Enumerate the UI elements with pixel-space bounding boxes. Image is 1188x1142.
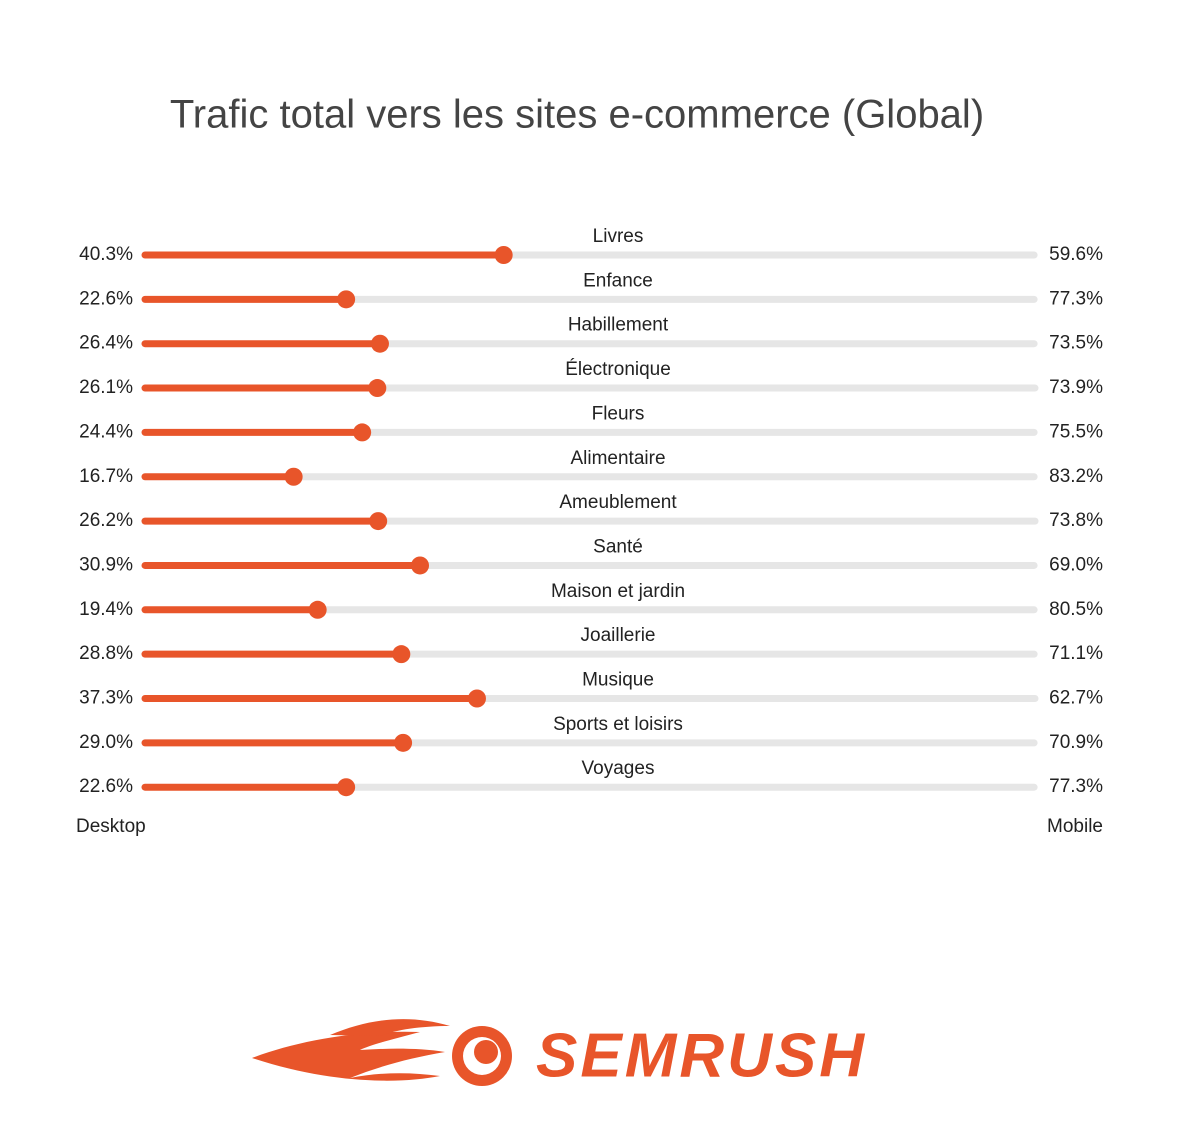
- desktop-value-label: 30.9%: [79, 554, 133, 575]
- category-label: Livres: [593, 226, 644, 247]
- desktop-dot: [494, 246, 513, 264]
- category-label: Sports et loisirs: [553, 714, 683, 735]
- desktop-value-label: 19.4%: [79, 599, 133, 620]
- category-label: Fleurs: [592, 403, 645, 424]
- legend-label: Mobile: [1047, 816, 1103, 837]
- mobile-value-label: 69.0%: [1049, 554, 1103, 575]
- category-label: Voyages: [582, 758, 655, 779]
- mobile-value-label: 71.1%: [1049, 643, 1103, 664]
- desktop-value-label: 28.8%: [79, 643, 133, 664]
- desktop-value-label: 26.2%: [79, 510, 133, 531]
- logo-ball: [474, 1040, 498, 1064]
- mobile-value-label: 77.3%: [1049, 776, 1103, 797]
- category-label: Habillement: [568, 315, 669, 336]
- mobile-value-label: 75.5%: [1049, 421, 1103, 442]
- category-label: Musique: [582, 670, 654, 691]
- desktop-dot: [369, 512, 388, 531]
- category-label: Joaillerie: [581, 625, 656, 646]
- desktop-dot: [353, 423, 372, 442]
- desktop-value-label: 26.4%: [79, 333, 133, 354]
- desktop-dot: [337, 778, 356, 797]
- legend-label: Desktop: [76, 816, 146, 837]
- desktop-dot: [370, 334, 389, 353]
- desktop-value-label: 24.4%: [79, 421, 133, 442]
- category-label: Électronique: [565, 359, 671, 380]
- desktop-dot: [284, 467, 303, 486]
- desktop-value-label: 26.1%: [79, 377, 133, 398]
- desktop-dot: [337, 290, 356, 309]
- desktop-dot: [308, 600, 327, 619]
- desktop-value-label: 37.3%: [79, 688, 133, 709]
- mobile-value-label: 73.9%: [1049, 377, 1103, 398]
- desktop-value-label: 16.7%: [79, 466, 133, 487]
- category-label: Alimentaire: [570, 448, 665, 469]
- category-label: Maison et jardin: [551, 581, 685, 602]
- category-label: Enfance: [583, 270, 653, 291]
- category-label: Ameublement: [559, 492, 677, 513]
- desktop-dot: [392, 645, 411, 664]
- mobile-value-label: 73.5%: [1049, 333, 1103, 354]
- category-label: Santé: [593, 536, 643, 557]
- desktop-dot: [467, 689, 486, 708]
- mobile-value-label: 77.3%: [1049, 288, 1103, 309]
- desktop-value-label: 22.6%: [79, 776, 133, 797]
- desktop-dot: [411, 556, 430, 575]
- mobile-value-label: 59.6%: [1049, 244, 1103, 265]
- desktop-dot: [368, 379, 387, 398]
- logo-text: SEMRUSH: [536, 1021, 867, 1090]
- desktop-value-label: 40.3%: [79, 244, 133, 265]
- mobile-value-label: 83.2%: [1049, 466, 1103, 487]
- desktop-value-label: 22.6%: [79, 288, 133, 309]
- mobile-value-label: 73.8%: [1049, 510, 1103, 531]
- logo-flame: [330, 1019, 450, 1036]
- logo-flame: [252, 1031, 445, 1081]
- desktop-value-label: 29.0%: [79, 732, 133, 753]
- mobile-value-label: 62.7%: [1049, 688, 1103, 709]
- logo: SEMRUSH: [252, 1019, 867, 1090]
- mobile-value-label: 70.9%: [1049, 732, 1103, 753]
- desktop-dot: [394, 733, 413, 752]
- chart-title: Trafic total vers les sites e-commerce (…: [170, 93, 984, 137]
- mobile-value-label: 80.5%: [1049, 599, 1103, 620]
